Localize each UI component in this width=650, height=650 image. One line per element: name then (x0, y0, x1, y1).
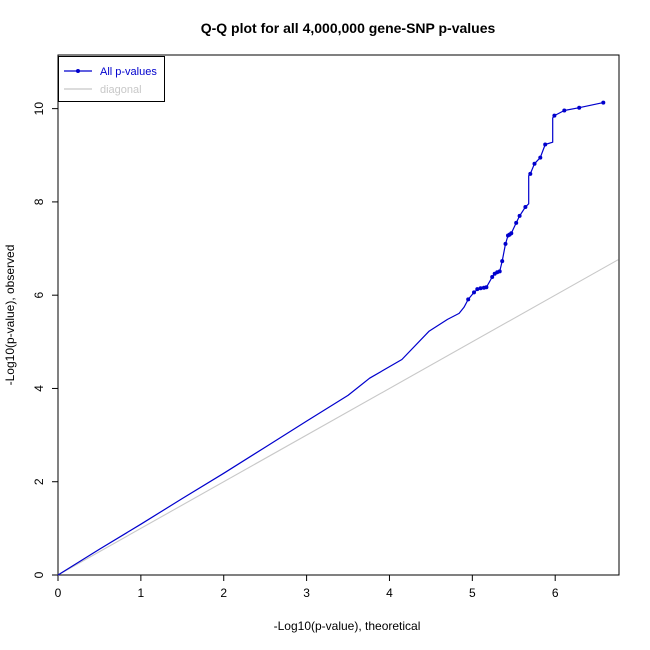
x-tick-label: 2 (220, 586, 227, 600)
series-line-diagonal (57, 259, 619, 576)
x-tick-label: 3 (303, 586, 310, 600)
data-point (528, 171, 533, 176)
legend-box (58, 56, 165, 102)
data-point (601, 100, 606, 105)
data-point (562, 108, 567, 113)
y-axis-label: -Log10(p-value), observed (3, 245, 17, 386)
y-tick-label: 10 (32, 102, 46, 116)
data-point (552, 113, 557, 118)
data-point (484, 285, 489, 290)
data-point (523, 205, 528, 209)
data-point (490, 275, 495, 279)
data-point (472, 290, 476, 295)
y-tick-label: 6 (32, 292, 46, 299)
y-tick-label: 8 (32, 198, 46, 205)
data-point (478, 286, 483, 291)
legend-marker-icon (76, 69, 80, 73)
data-point (503, 241, 508, 246)
x-tick-label: 1 (138, 586, 145, 600)
data-point (500, 259, 505, 264)
legend-label-all-p-values: All p-values (100, 66, 157, 78)
axes: 0 1 2 3 4 5 6 0 2 4 6 8 10 (32, 102, 559, 600)
data-point (517, 213, 522, 218)
data-point (475, 287, 480, 292)
legend: All p-values diagonal (58, 56, 165, 102)
data-point (532, 161, 537, 166)
x-axis-label: -Log10(p-value), theoretical (274, 619, 421, 633)
data-series (57, 100, 619, 576)
x-tick-label: 6 (552, 586, 559, 600)
x-tick-label: 5 (469, 586, 476, 600)
series-line-all-p-values (57, 102, 604, 576)
data-point (514, 220, 519, 225)
data-point (497, 269, 502, 274)
x-tick-label: 0 (55, 586, 62, 600)
chart-title: Q-Q plot for all 4,000,000 gene-SNP p-va… (201, 20, 496, 36)
data-point (509, 231, 514, 236)
data-point (538, 155, 543, 160)
legend-label-diagonal: diagonal (100, 84, 142, 96)
x-tick-label: 4 (386, 586, 393, 600)
plot-box (57, 54, 620, 576)
y-tick-label: 2 (32, 478, 46, 485)
y-tick-label: 0 (32, 571, 46, 578)
data-point (543, 142, 548, 147)
data-point (466, 297, 471, 302)
data-point (577, 105, 582, 110)
y-tick-label: 4 (32, 385, 46, 392)
